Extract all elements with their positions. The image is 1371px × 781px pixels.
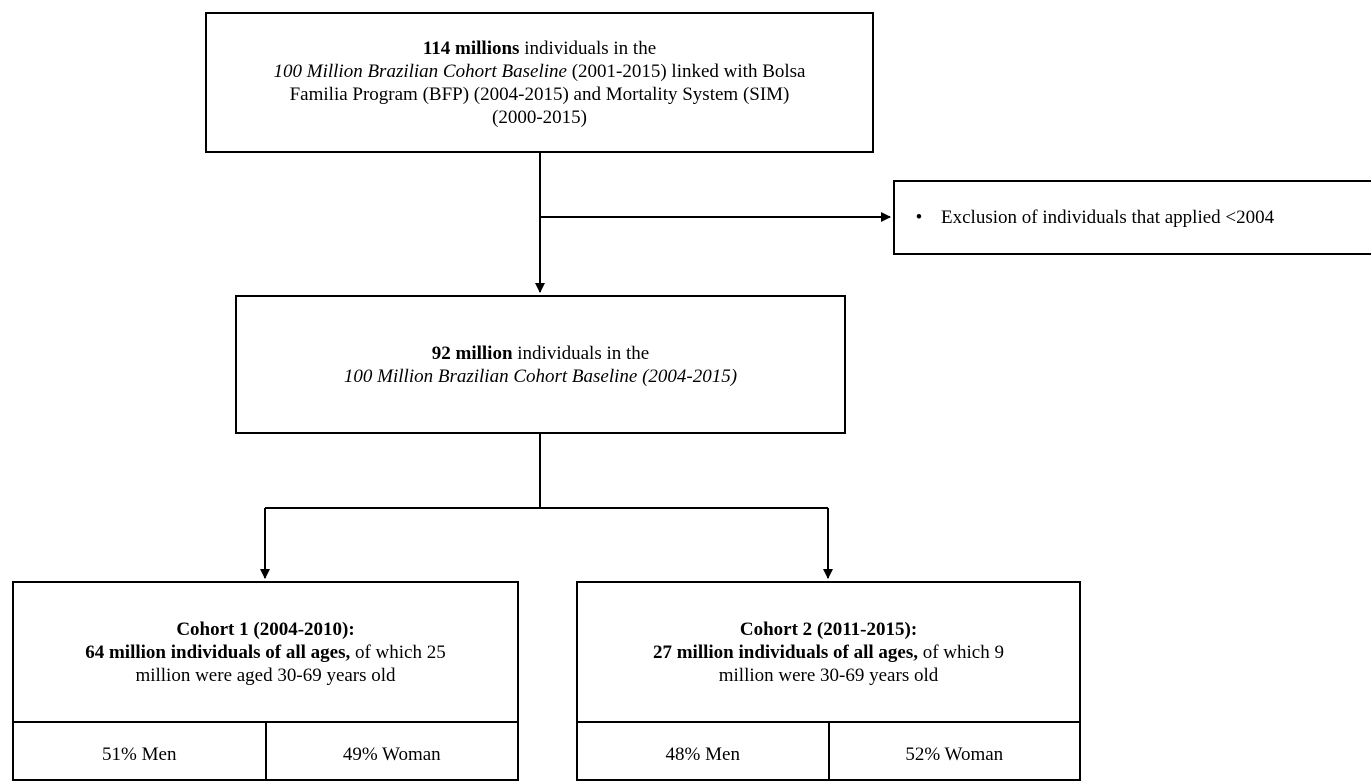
- cohort-2-header: Cohort 2 (2011-2015): 27 million individ…: [578, 583, 1079, 723]
- baseline-line1: individuals in the: [519, 37, 657, 59]
- baseline-line4: (2000-2015): [492, 106, 587, 128]
- cohort-2-line2-rest: of which 9: [917, 641, 1004, 663]
- baseline-line2: (2001-2015) linked with Bolsa: [566, 60, 806, 82]
- cohort-1-sex-split: 51% Men 49% Woman: [14, 723, 517, 779]
- cohort-1-count: 64 million individuals of all ages,: [85, 641, 351, 663]
- filtered-line1: individuals in the: [512, 342, 650, 364]
- cohort-1-men: 51% Men: [102, 744, 177, 765]
- cohort-1-header: Cohort 1 (2004-2010): 64 million individ…: [14, 583, 517, 723]
- filtered-baseline-box: 92 million individuals in the 100 Millio…: [235, 295, 846, 434]
- filtered-count: 92 million: [431, 342, 513, 364]
- cohort-2-sex-split: 48% Men 52% Woman: [578, 723, 1079, 779]
- exclusion-text: Exclusion of individuals that applied <2…: [941, 207, 1275, 228]
- bullet-icon: •: [915, 207, 923, 228]
- cohort-name: 100 Million Brazilian Cohort Baseline: [273, 60, 567, 82]
- cohort-2-line3: million were 30-69 years old: [718, 664, 939, 686]
- cohort-2-box: Cohort 2 (2011-2015): 27 million individ…: [576, 581, 1081, 781]
- cohort-1-women: 49% Woman: [264, 723, 518, 779]
- cohort-1-line2-rest: of which 25: [350, 641, 446, 663]
- baseline-linkage-text: 114 millions individuals in the 100 Mill…: [220, 37, 860, 129]
- cohort-2-title: Cohort 2 (2011-2015):: [739, 618, 918, 640]
- cohort-1-box: Cohort 1 (2004-2010): 64 million individ…: [12, 581, 519, 781]
- filtered-cohort-name: 100 Million Brazilian Cohort Baseline (2…: [343, 365, 738, 387]
- cohort-1-title: Cohort 1 (2004-2010):: [176, 618, 355, 640]
- baseline-linkage-box: 114 millions individuals in the 100 Mill…: [205, 12, 874, 153]
- cohort-2-men: 48% Men: [665, 744, 740, 765]
- cohort-2-count: 27 million individuals of all ages,: [652, 641, 918, 663]
- exclusion-box: • Exclusion of individuals that applied …: [893, 180, 1371, 255]
- cohort-2-women: 52% Woman: [827, 723, 1080, 779]
- baseline-count: 114 millions: [422, 37, 520, 59]
- cohort-1-line3: million were aged 30-69 years old: [135, 664, 396, 686]
- baseline-line3: Familia Program (BFP) (2004-2015) and Mo…: [289, 83, 790, 105]
